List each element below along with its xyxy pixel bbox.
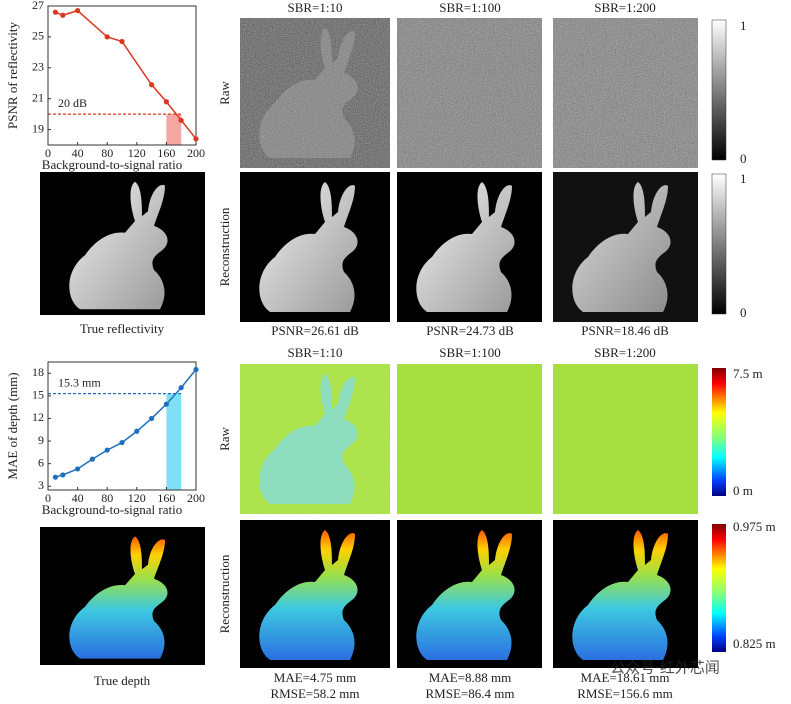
- column-header: SBR=1:200: [594, 0, 656, 15]
- x-axis-label: Background-to-signal ratio: [42, 157, 182, 172]
- plot-frame: [47, 361, 197, 491]
- row-label: Reconstruction: [217, 207, 232, 286]
- reconstructed-depth: [240, 520, 698, 668]
- colorbar-label: 1: [740, 18, 747, 33]
- column-header: SBR=1:10: [287, 0, 342, 15]
- colorbar-label: 0: [740, 305, 747, 320]
- psnr: PSNR=26.61 dB: [271, 323, 359, 338]
- x-tick-label: 160: [157, 146, 175, 160]
- colorbars: [711, 19, 727, 652]
- watermark: 公众号·红外芯闻: [610, 659, 720, 677]
- x-tick-label: 40: [72, 491, 84, 505]
- colorbar-label: 0: [740, 151, 747, 166]
- data-point: [193, 136, 199, 142]
- data-point: [75, 466, 81, 472]
- data-point: [52, 9, 59, 15]
- data-point: [104, 447, 110, 453]
- raw-reflectivity: [240, 18, 698, 168]
- y-tick-label: 27: [32, 0, 44, 12]
- column-header: SBR=1:100: [439, 345, 501, 360]
- y-tick-label: 9: [38, 433, 44, 447]
- x-tick-label: 80: [101, 146, 113, 160]
- data-point: [163, 99, 169, 105]
- y-tick-label: 19: [32, 121, 44, 135]
- raw-depth: [240, 364, 698, 514]
- colorbar-label: 0.975 m: [733, 519, 776, 534]
- colorbar-label: 0 m: [733, 483, 753, 498]
- y-tick-label: 18: [32, 365, 44, 379]
- x-tick-label: 40: [72, 146, 84, 160]
- data-point: [149, 415, 155, 422]
- data-point: [60, 472, 66, 478]
- x-tick-label: 200: [187, 146, 205, 160]
- mae: MAE=8.88 mm: [429, 670, 511, 685]
- reference-label: 15.3 mm: [58, 375, 101, 389]
- mae: MAE=18.61 mm: [581, 670, 670, 685]
- x-tick-label: 120: [128, 491, 146, 505]
- rmse: RMSE=86.4 mm: [426, 686, 515, 701]
- psnr: PSNR=24.73 dB: [426, 323, 514, 338]
- reconstructed-reflectivity: [240, 172, 698, 322]
- psnr: PSNR=18.46 dB: [581, 323, 669, 338]
- data-point: [75, 8, 81, 14]
- x-tick-label: 160: [157, 491, 175, 505]
- y-tick-label: 25: [32, 29, 44, 43]
- data-point: [193, 366, 199, 373]
- data-point: [89, 456, 95, 462]
- mae: MAE=4.75 mm: [274, 670, 356, 685]
- y-tick-label: 6: [38, 455, 44, 469]
- rmse: RMSE=156.6 mm: [577, 686, 672, 701]
- data-point: [119, 38, 125, 45]
- y-tick-label: 15: [32, 388, 44, 402]
- column-header: SBR=1:100: [439, 0, 501, 15]
- true-reflectivity-image: [40, 172, 205, 315]
- column-header: SBR=1:10: [287, 345, 342, 360]
- colorbar-label: 1: [740, 171, 747, 186]
- labels: SBR=1:10 SBR=1:100 SBR=1:200 SBR=1:10 SB…: [80, 0, 776, 701]
- x-tick-label: 0: [45, 491, 51, 505]
- y-axis-label: MAE of depth (mm): [5, 372, 20, 479]
- true-depth-image: [40, 527, 205, 665]
- reference-label: 20 dB: [58, 96, 87, 110]
- y-tick-label: 23: [32, 60, 44, 74]
- data-point: [119, 439, 125, 446]
- colorbar-label: 0.825 m: [733, 636, 776, 651]
- data-point: [149, 82, 155, 88]
- highlight-band: [166, 114, 182, 145]
- y-tick-label: 21: [32, 90, 44, 104]
- colorbar-label: 7.5 m: [733, 366, 763, 381]
- y-tick-label: 12: [32, 410, 44, 424]
- y-axis-label: PSNR of reflectivity: [5, 22, 20, 129]
- data-point: [134, 428, 140, 434]
- rmse: RMSE=58.2 mm: [271, 686, 360, 701]
- x-tick-label: 80: [101, 491, 113, 505]
- x-tick-label: 120: [128, 146, 146, 160]
- data-point: [104, 34, 110, 40]
- x-tick-label: 0: [45, 146, 51, 160]
- data-point: [178, 385, 184, 391]
- data-point: [178, 117, 184, 123]
- highlight-band: [166, 393, 182, 490]
- data-point: [60, 12, 66, 18]
- column-header: SBR=1:200: [594, 345, 656, 360]
- x-tick-label: 200: [187, 491, 205, 505]
- plot-frame: [47, 5, 197, 146]
- row-label: Raw: [217, 80, 232, 104]
- row-label: Reconstruction: [217, 554, 232, 633]
- caption: True depth: [94, 673, 151, 688]
- data-point: [163, 401, 169, 407]
- x-axis-label: Background-to-signal ratio: [42, 502, 182, 517]
- y-tick-label: 3: [38, 478, 44, 492]
- caption: True reflectivity: [80, 321, 165, 336]
- data-point: [52, 474, 59, 480]
- row-label: Raw: [217, 426, 232, 450]
